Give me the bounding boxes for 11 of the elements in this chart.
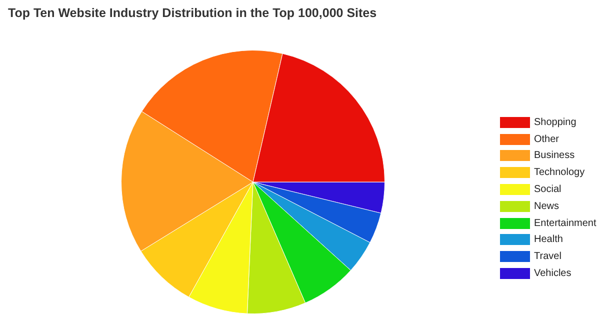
legend-label: Travel (534, 251, 562, 262)
legend-label: Social (534, 184, 562, 196)
legend-label: Entertainment (534, 218, 596, 229)
legend-label: News (534, 200, 560, 212)
legend-label: Shopping (534, 116, 576, 128)
legend-label: Technology (534, 167, 585, 178)
legend-label: Other (534, 134, 560, 145)
legend-label: Business (534, 150, 575, 162)
legend-label: Vehicles (534, 268, 572, 280)
legend-label: Health (534, 234, 563, 246)
chart-title: Top Ten Website Industry Distribution in the Top 100,000 Sites (8, 6, 377, 20)
